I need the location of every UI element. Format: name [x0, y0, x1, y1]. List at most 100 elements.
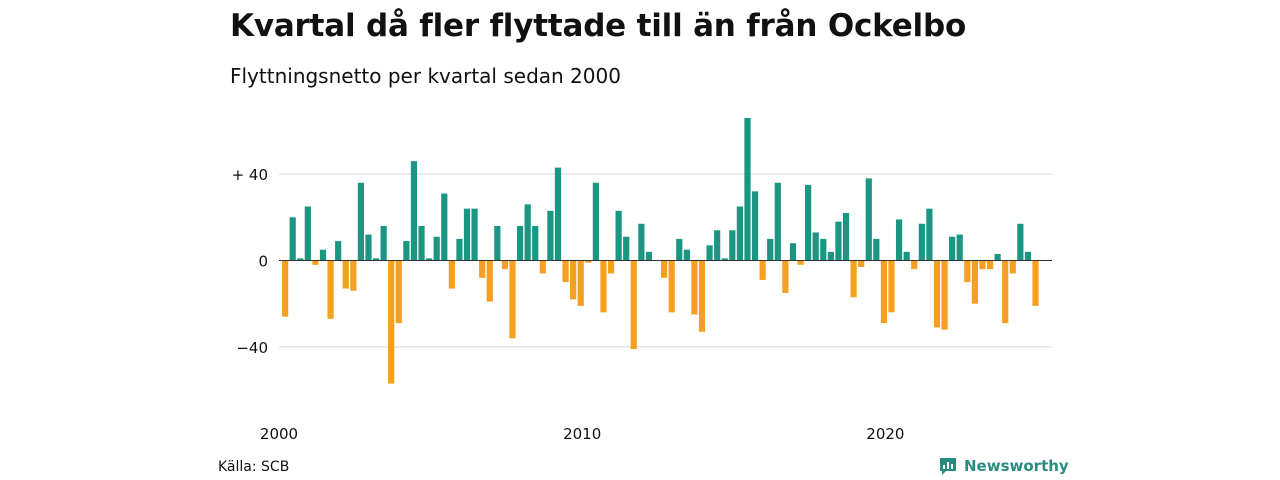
bar-2013-q3	[691, 260, 698, 315]
bar-2011-q1	[615, 210, 622, 261]
bar-2019-q4	[880, 260, 888, 324]
bar-2000-q3	[297, 258, 304, 261]
bar-2023-q4	[1002, 260, 1009, 324]
bar-2024-q2	[1017, 223, 1024, 261]
bar-2009-q3	[570, 260, 577, 300]
bar-2000-q4	[304, 206, 311, 261]
bar-2015-q2	[744, 117, 751, 261]
bar-2003-q3	[388, 260, 395, 384]
y-tick-label: −40	[236, 339, 268, 357]
bar-2021-q2	[926, 208, 933, 261]
bar-2008-q2	[532, 225, 539, 261]
bar-2024-q1	[1009, 260, 1016, 274]
bar-2024-q4	[1032, 260, 1039, 306]
bar-2020-q1	[888, 260, 895, 313]
bar-2016-q3	[782, 260, 789, 293]
bar-series	[282, 117, 1039, 384]
bar-2022-q2	[956, 234, 963, 261]
bar-2011-q3	[630, 260, 637, 350]
bar-2013-q4	[698, 260, 706, 332]
grid-lines	[279, 173, 1052, 348]
bar-2024-q3	[1024, 251, 1032, 261]
bar-2008-q3	[539, 260, 546, 274]
bar-2001-q2	[319, 249, 327, 261]
chart-title: Kvartal då fler flyttade till än från Oc…	[230, 8, 967, 44]
y-axis-ticks: + 40 0 −40	[232, 166, 268, 357]
bar-2019-q2	[865, 178, 872, 261]
bar-2011-q4	[638, 223, 645, 261]
bar-2023-q3	[994, 254, 1001, 261]
chart-subtitle: Flyttningsnetto per kvartal sedan 2000	[230, 64, 621, 88]
bar-2004-q1	[403, 241, 410, 261]
bar-2016-q4	[789, 243, 797, 261]
bar-2009-q1	[554, 167, 562, 261]
bar-2007-q4	[516, 225, 524, 261]
bar-2008-q1	[524, 204, 531, 261]
bar-2002-q4	[365, 234, 372, 261]
bar-2000-q2	[289, 217, 296, 261]
x-tick-label: 2010	[563, 425, 601, 443]
bar-2010-q4	[607, 260, 615, 274]
bar-2022-q4	[971, 260, 978, 304]
bar-2007-q3	[509, 260, 516, 339]
bar-2018-q1	[827, 251, 834, 261]
bar-2021-q3	[933, 260, 941, 328]
bar-2010-q1	[585, 260, 592, 263]
brand-logo[interactable]: Newsworthy	[938, 456, 1069, 476]
bar-2021-q4	[941, 260, 948, 330]
bar-2002-q1	[342, 260, 349, 289]
bar-2018-q4	[850, 260, 857, 298]
bar-2021-q1	[918, 223, 925, 261]
bar-2018-q2	[835, 221, 842, 261]
bar-2005-q4	[456, 238, 463, 261]
bar-2002-q2	[350, 260, 357, 291]
y-tick-label: 0	[258, 253, 268, 271]
bar-2006-q1	[463, 208, 471, 261]
bar-2017-q3	[812, 232, 819, 261]
bar-2014-q3	[721, 258, 728, 261]
bar-2020-q4	[911, 260, 918, 270]
bar-2009-q2	[562, 260, 569, 283]
bar-2005-q2	[441, 193, 448, 261]
bar-2020-q2	[895, 219, 903, 261]
bar-2019-q3	[873, 238, 880, 261]
bar-2017-q4	[820, 238, 827, 261]
bar-2018-q3	[842, 212, 850, 261]
bar-2019-q1	[858, 260, 865, 267]
bar-2012-q1	[645, 251, 653, 261]
bar-2006-q2	[471, 208, 478, 261]
bar-2005-q3	[448, 260, 455, 289]
bar-2014-q1	[706, 245, 713, 261]
brand-name: Newsworthy	[964, 457, 1069, 475]
bar-2004-q2	[410, 161, 418, 261]
bar-2007-q1	[494, 225, 501, 261]
x-tick-label: 2020	[866, 425, 904, 443]
bar-2015-q4	[759, 260, 766, 280]
bar-2020-q3	[903, 251, 910, 261]
source-note: Källa: SCB	[218, 459, 290, 475]
bar-2007-q2	[501, 260, 509, 270]
bar-2015-q1	[736, 206, 743, 261]
y-tick-label: + 40	[232, 166, 268, 184]
bar-2001-q3	[327, 260, 334, 319]
bar-2003-q1	[372, 258, 380, 261]
bar-2003-q4	[395, 260, 402, 324]
bar-2014-q4	[729, 230, 736, 261]
newsworthy-logo-icon	[940, 458, 956, 475]
bar-2003-q2	[380, 225, 387, 261]
bar-2000-q1	[282, 260, 289, 317]
bar-2001-q1	[312, 260, 319, 265]
bar-2023-q2	[986, 260, 994, 270]
x-tick-label: 2000	[260, 425, 298, 443]
bar-2012-q3	[661, 260, 668, 278]
bar-2014-q2	[714, 230, 721, 261]
bar-2017-q1	[797, 260, 804, 265]
bar-2015-q3	[751, 191, 759, 261]
bar-2001-q4	[335, 241, 342, 261]
bar-2010-q2	[592, 182, 599, 261]
bar-2004-q3	[418, 225, 425, 261]
bar-2006-q4	[486, 260, 493, 302]
x-axis-ticks: 2000 2010 2020	[260, 425, 905, 443]
bar-2013-q2	[683, 249, 690, 261]
